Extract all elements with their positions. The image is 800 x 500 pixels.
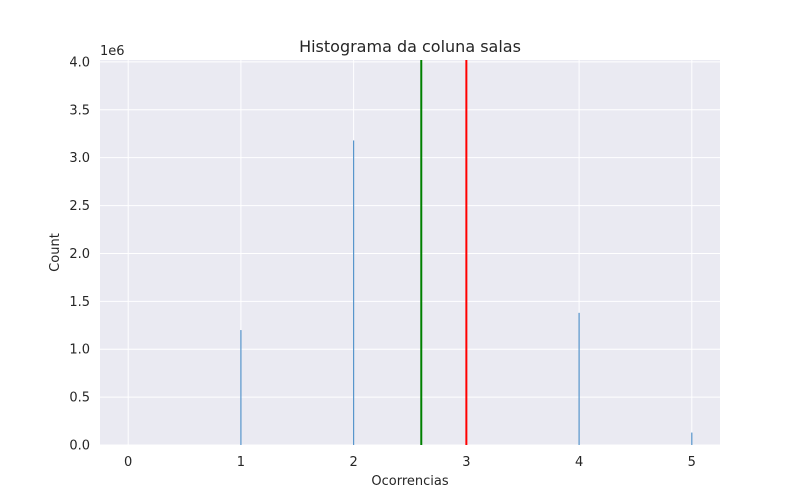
x-tick-label: 1 <box>237 455 245 470</box>
chart-title: Histograma da coluna salas <box>299 37 521 56</box>
histogram-bar <box>578 312 580 445</box>
y-tick-label: 1.0 <box>69 343 90 358</box>
x-tick-labels: 0 1 2 3 4 5 <box>124 455 696 470</box>
plot-area <box>100 60 720 445</box>
y-tick-label: 1.5 <box>69 295 90 310</box>
x-axis-label: Ocorrencias <box>371 474 448 489</box>
x-tick-label: 0 <box>124 455 132 470</box>
grid-lines <box>100 60 720 446</box>
y-tick-labels: 0.0 0.5 1.0 1.5 2.0 2.5 3.0 3.5 4.0 <box>69 55 90 453</box>
y-tick-label: 3.0 <box>69 151 90 166</box>
x-tick-label: 4 <box>575 455 583 470</box>
x-tick-label: 2 <box>349 455 357 470</box>
y-offset-text: 1e6 <box>100 44 125 59</box>
y-tick-label: 0.5 <box>69 391 90 406</box>
y-tick-label: 4.0 <box>69 55 90 70</box>
x-tick-label: 3 <box>462 455 470 470</box>
y-tick-label: 2.0 <box>69 247 90 262</box>
y-tick-label: 0.0 <box>69 439 90 454</box>
reference-lines <box>420 60 468 445</box>
x-tick-label: 5 <box>688 455 696 470</box>
y-tick-label: 2.5 <box>69 199 90 214</box>
histogram-bar <box>240 330 242 445</box>
bars <box>240 140 693 445</box>
histogram-bar <box>691 432 693 445</box>
histogram-bar <box>353 140 355 445</box>
y-axis-label: Count <box>48 233 63 272</box>
y-tick-label: 3.5 <box>69 103 90 118</box>
